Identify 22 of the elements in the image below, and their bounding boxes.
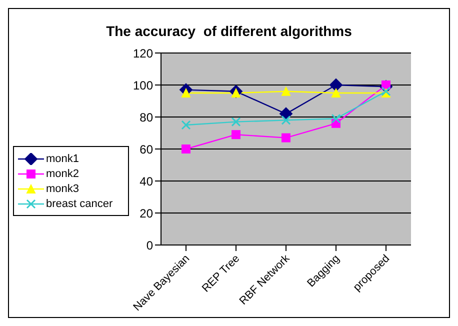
legend-label: monk2 — [46, 168, 80, 180]
chart-title: The accuracy of different algorithms — [105, 22, 353, 41]
point — [331, 114, 341, 124]
y-tick-label: 0 — [146, 238, 154, 252]
point — [281, 115, 291, 125]
y-tick-label: 20 — [140, 206, 154, 220]
y-tick-label: 80 — [140, 110, 154, 124]
point — [232, 130, 240, 140]
point — [332, 88, 340, 98]
legend-label: breast cancer — [46, 198, 113, 210]
legend-label: monk3 — [46, 182, 80, 194]
point — [282, 133, 290, 142]
point — [181, 120, 191, 130]
point — [282, 86, 290, 96]
y-tick-label: 100 — [132, 78, 154, 92]
y-tick-label: 120 — [132, 46, 154, 60]
legend-label: monk1 — [46, 152, 80, 164]
point — [231, 117, 241, 127]
point — [330, 78, 342, 92]
y-tick-label: 60 — [140, 142, 154, 156]
point — [182, 144, 190, 154]
y-tick-label: 40 — [140, 174, 154, 188]
